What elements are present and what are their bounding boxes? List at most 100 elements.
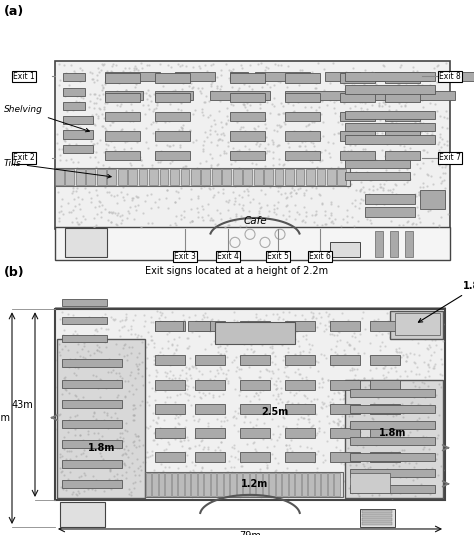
Point: [223, 170, 231, 179]
Point: [153, 307, 161, 316]
Point: [349, 426, 357, 434]
Point: [86, 312, 93, 321]
Point: [373, 465, 380, 474]
Point: [308, 158, 316, 166]
Point: [111, 357, 118, 365]
Point: [68, 450, 75, 459]
Point: [87, 376, 94, 385]
Point: [256, 465, 264, 473]
Point: [131, 404, 139, 412]
Point: [426, 324, 433, 333]
Point: [398, 325, 405, 334]
Point: [131, 380, 139, 388]
Point: [361, 98, 369, 107]
Point: [414, 473, 421, 482]
Point: [257, 479, 265, 488]
Point: [108, 117, 116, 126]
Point: [366, 151, 374, 160]
Point: [183, 175, 191, 184]
Point: [328, 218, 335, 226]
Point: [95, 429, 102, 437]
Point: [102, 342, 109, 351]
Point: [252, 159, 259, 168]
Point: [165, 440, 173, 448]
Point: [138, 64, 146, 72]
Point: [262, 457, 270, 466]
Point: [134, 403, 142, 412]
Point: [181, 423, 189, 431]
Point: [416, 419, 424, 428]
Point: [334, 470, 341, 478]
Point: [165, 328, 173, 337]
Point: [352, 482, 360, 491]
Point: [179, 61, 186, 70]
Point: [195, 213, 202, 221]
Point: [133, 353, 141, 362]
Point: [240, 469, 247, 478]
Point: [365, 476, 372, 485]
Point: [243, 392, 250, 400]
Point: [336, 111, 344, 120]
Point: [111, 208, 119, 217]
Point: [112, 61, 119, 70]
Point: [222, 149, 230, 157]
Point: [165, 463, 173, 471]
Point: [361, 481, 368, 490]
Point: [116, 212, 123, 220]
Point: [355, 439, 362, 447]
Point: [383, 387, 390, 395]
Point: [428, 335, 436, 344]
Point: [321, 167, 329, 175]
Point: [322, 219, 330, 228]
Point: [92, 476, 100, 484]
Point: [154, 157, 162, 166]
Point: [147, 317, 155, 326]
Point: [381, 90, 388, 98]
Point: [207, 351, 214, 360]
Point: [140, 379, 148, 387]
Point: [355, 441, 362, 449]
Point: [100, 379, 108, 388]
Point: [427, 470, 435, 478]
Point: [98, 397, 105, 406]
Point: [69, 441, 77, 450]
Point: [191, 105, 199, 114]
Point: [238, 181, 246, 189]
Point: [412, 323, 419, 332]
Point: [127, 322, 134, 330]
Point: [405, 421, 413, 430]
Point: [75, 489, 82, 498]
Point: [335, 426, 343, 435]
Point: [164, 337, 172, 346]
Point: [302, 457, 310, 465]
Point: [194, 208, 202, 216]
Point: [380, 427, 388, 436]
Point: [186, 341, 193, 350]
Point: [254, 315, 262, 324]
Point: [137, 485, 145, 494]
Point: [259, 112, 266, 121]
Point: [264, 71, 272, 79]
Point: [298, 168, 306, 177]
Bar: [195, 427, 225, 438]
Point: [68, 440, 75, 448]
Point: [321, 207, 329, 215]
Point: [246, 418, 253, 426]
Point: [353, 415, 361, 423]
Text: (a): (a): [4, 5, 24, 18]
Point: [97, 451, 105, 460]
Point: [282, 119, 289, 128]
Point: [395, 220, 403, 229]
Point: [308, 314, 316, 323]
Point: [271, 453, 279, 462]
Point: [301, 142, 309, 150]
Bar: [330, 322, 360, 331]
Point: [220, 417, 228, 425]
Point: [293, 207, 301, 216]
Point: [319, 131, 327, 140]
Point: [100, 161, 107, 170]
Point: [119, 437, 127, 445]
Point: [415, 351, 423, 360]
Point: [224, 323, 232, 332]
Point: [424, 361, 431, 370]
